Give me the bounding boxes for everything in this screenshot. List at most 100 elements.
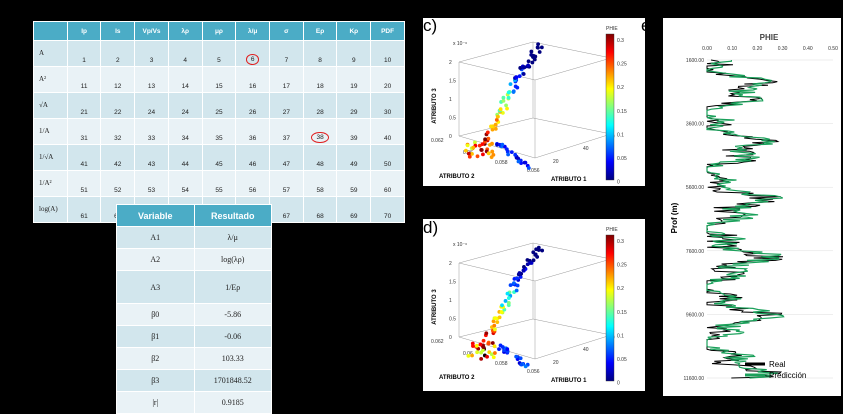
z-tick-label: 1: [449, 298, 452, 304]
table-cell: 53: [134, 170, 169, 197]
box-edge: [458, 336, 536, 360]
table-cell: 12: [100, 66, 136, 93]
data-point: [495, 142, 500, 147]
data-point: [500, 110, 505, 115]
highlighted-cell-marker: 38: [311, 132, 329, 143]
colorbar: [605, 234, 615, 382]
panel-label-c: c): [423, 16, 438, 35]
table-cell: 15: [201, 66, 237, 93]
data-point: [505, 106, 509, 111]
data-point: [493, 126, 498, 131]
x-tick-label: 0.30: [778, 46, 788, 52]
variable-cell: |r|: [116, 391, 195, 414]
table-cell: 21: [66, 92, 102, 119]
table-cell: 60: [370, 170, 405, 197]
box-edge: [532, 318, 612, 336]
data-point: [498, 343, 503, 348]
y-tick-label: 40: [583, 347, 589, 353]
x-tick-label: 0.06: [463, 351, 473, 357]
data-point: [478, 342, 483, 347]
column-header: Kρ: [336, 21, 372, 41]
colorbar-tick: 0: [617, 180, 620, 186]
table-row: 1/A² 51 52 53 54 55 56 57 58 59 60: [33, 170, 405, 197]
data-point: [504, 103, 508, 108]
table-cell: 40: [370, 118, 405, 145]
data-point: [505, 347, 510, 352]
variable-cell: β1: [116, 325, 195, 348]
data-point: [517, 271, 522, 275]
table-cell: 10: [370, 40, 405, 67]
table-cell: 44: [167, 144, 203, 171]
results-row: β3 1701848.52: [116, 369, 272, 392]
result-cell: 1/Eρ: [193, 270, 272, 304]
data-point: [486, 151, 491, 156]
data-point: [493, 122, 498, 127]
data-point: [481, 338, 486, 343]
colorbar-tick: 0.1: [617, 333, 624, 339]
data-point: [471, 344, 475, 348]
data-point: [501, 98, 506, 103]
table-cell: 7: [269, 40, 304, 67]
data-point: [506, 90, 511, 95]
z-multiplier: x 10⁻⁶: [453, 242, 467, 248]
data-point: [506, 152, 510, 157]
depth-tick-label: 5600.00: [686, 185, 704, 191]
data-point: [515, 276, 519, 281]
table-cell: 41: [66, 144, 102, 171]
z-tick-label: 2: [449, 60, 452, 66]
table-cell: 70: [370, 196, 405, 223]
data-point: [485, 130, 490, 135]
table-cell: 24: [167, 92, 203, 119]
colorbar: [605, 33, 615, 181]
table-cell: 28: [302, 92, 338, 119]
data-point: [501, 95, 506, 100]
box-edge: [458, 135, 536, 159]
column-header: Is: [100, 21, 136, 41]
data-point: [508, 283, 513, 288]
data-point: [540, 248, 545, 253]
data-point: [518, 356, 523, 361]
x-tick-label: 0.10: [727, 46, 737, 52]
column-header: λρ: [167, 21, 203, 41]
table-cell: 51: [66, 170, 102, 197]
table-cell: 54: [167, 170, 203, 197]
table-cell: 50: [370, 144, 405, 171]
data-point: [504, 147, 509, 152]
table-cell: 52: [100, 170, 136, 197]
data-point: [474, 343, 479, 348]
z-tick-label: 2: [449, 261, 452, 267]
result-cell: 103.33: [193, 347, 272, 370]
x-tick-label: 0.20: [753, 46, 763, 52]
x-tick-label: 0.062: [431, 339, 444, 345]
data-point: [480, 142, 485, 147]
table-cell: 1: [66, 40, 102, 67]
data-point: [521, 268, 526, 273]
colorbar-title: PHIE: [606, 26, 618, 32]
box-edge: [532, 41, 612, 59]
column-header: Vp/Vs: [134, 21, 169, 41]
box-edge: [458, 262, 536, 282]
data-point: [492, 323, 497, 328]
table-row: A² 11 12 13 14 15 16 17 18 19 20: [33, 66, 405, 93]
table-cell: 69: [336, 196, 372, 223]
table-cell: 29: [336, 92, 372, 119]
y-tick-label: 20: [553, 360, 559, 366]
table-cell: 3: [134, 40, 169, 67]
table-cell: 6: [235, 40, 271, 67]
table-row: √A 21 22 24 24 25 26 27 28 29 30: [33, 92, 405, 119]
data-point: [490, 141, 494, 146]
table-cell: 2: [100, 40, 136, 67]
data-point: [487, 350, 492, 355]
data-point: [499, 310, 504, 314]
box-edge: [458, 41, 534, 63]
regression-results-table: Variable Resultado A1 λ/μ A2 log(λρ) A3 1/Eρ β…: [116, 204, 272, 414]
data-point: [531, 250, 536, 255]
box-edge: [458, 61, 536, 81]
results-row: A3 1/Eρ: [116, 270, 272, 304]
y-tick-label: 20: [553, 159, 559, 165]
data-point: [497, 315, 502, 320]
results-row: β1 -0.06: [116, 325, 272, 348]
data-point: [531, 258, 536, 263]
table-cell: 25: [201, 92, 237, 119]
